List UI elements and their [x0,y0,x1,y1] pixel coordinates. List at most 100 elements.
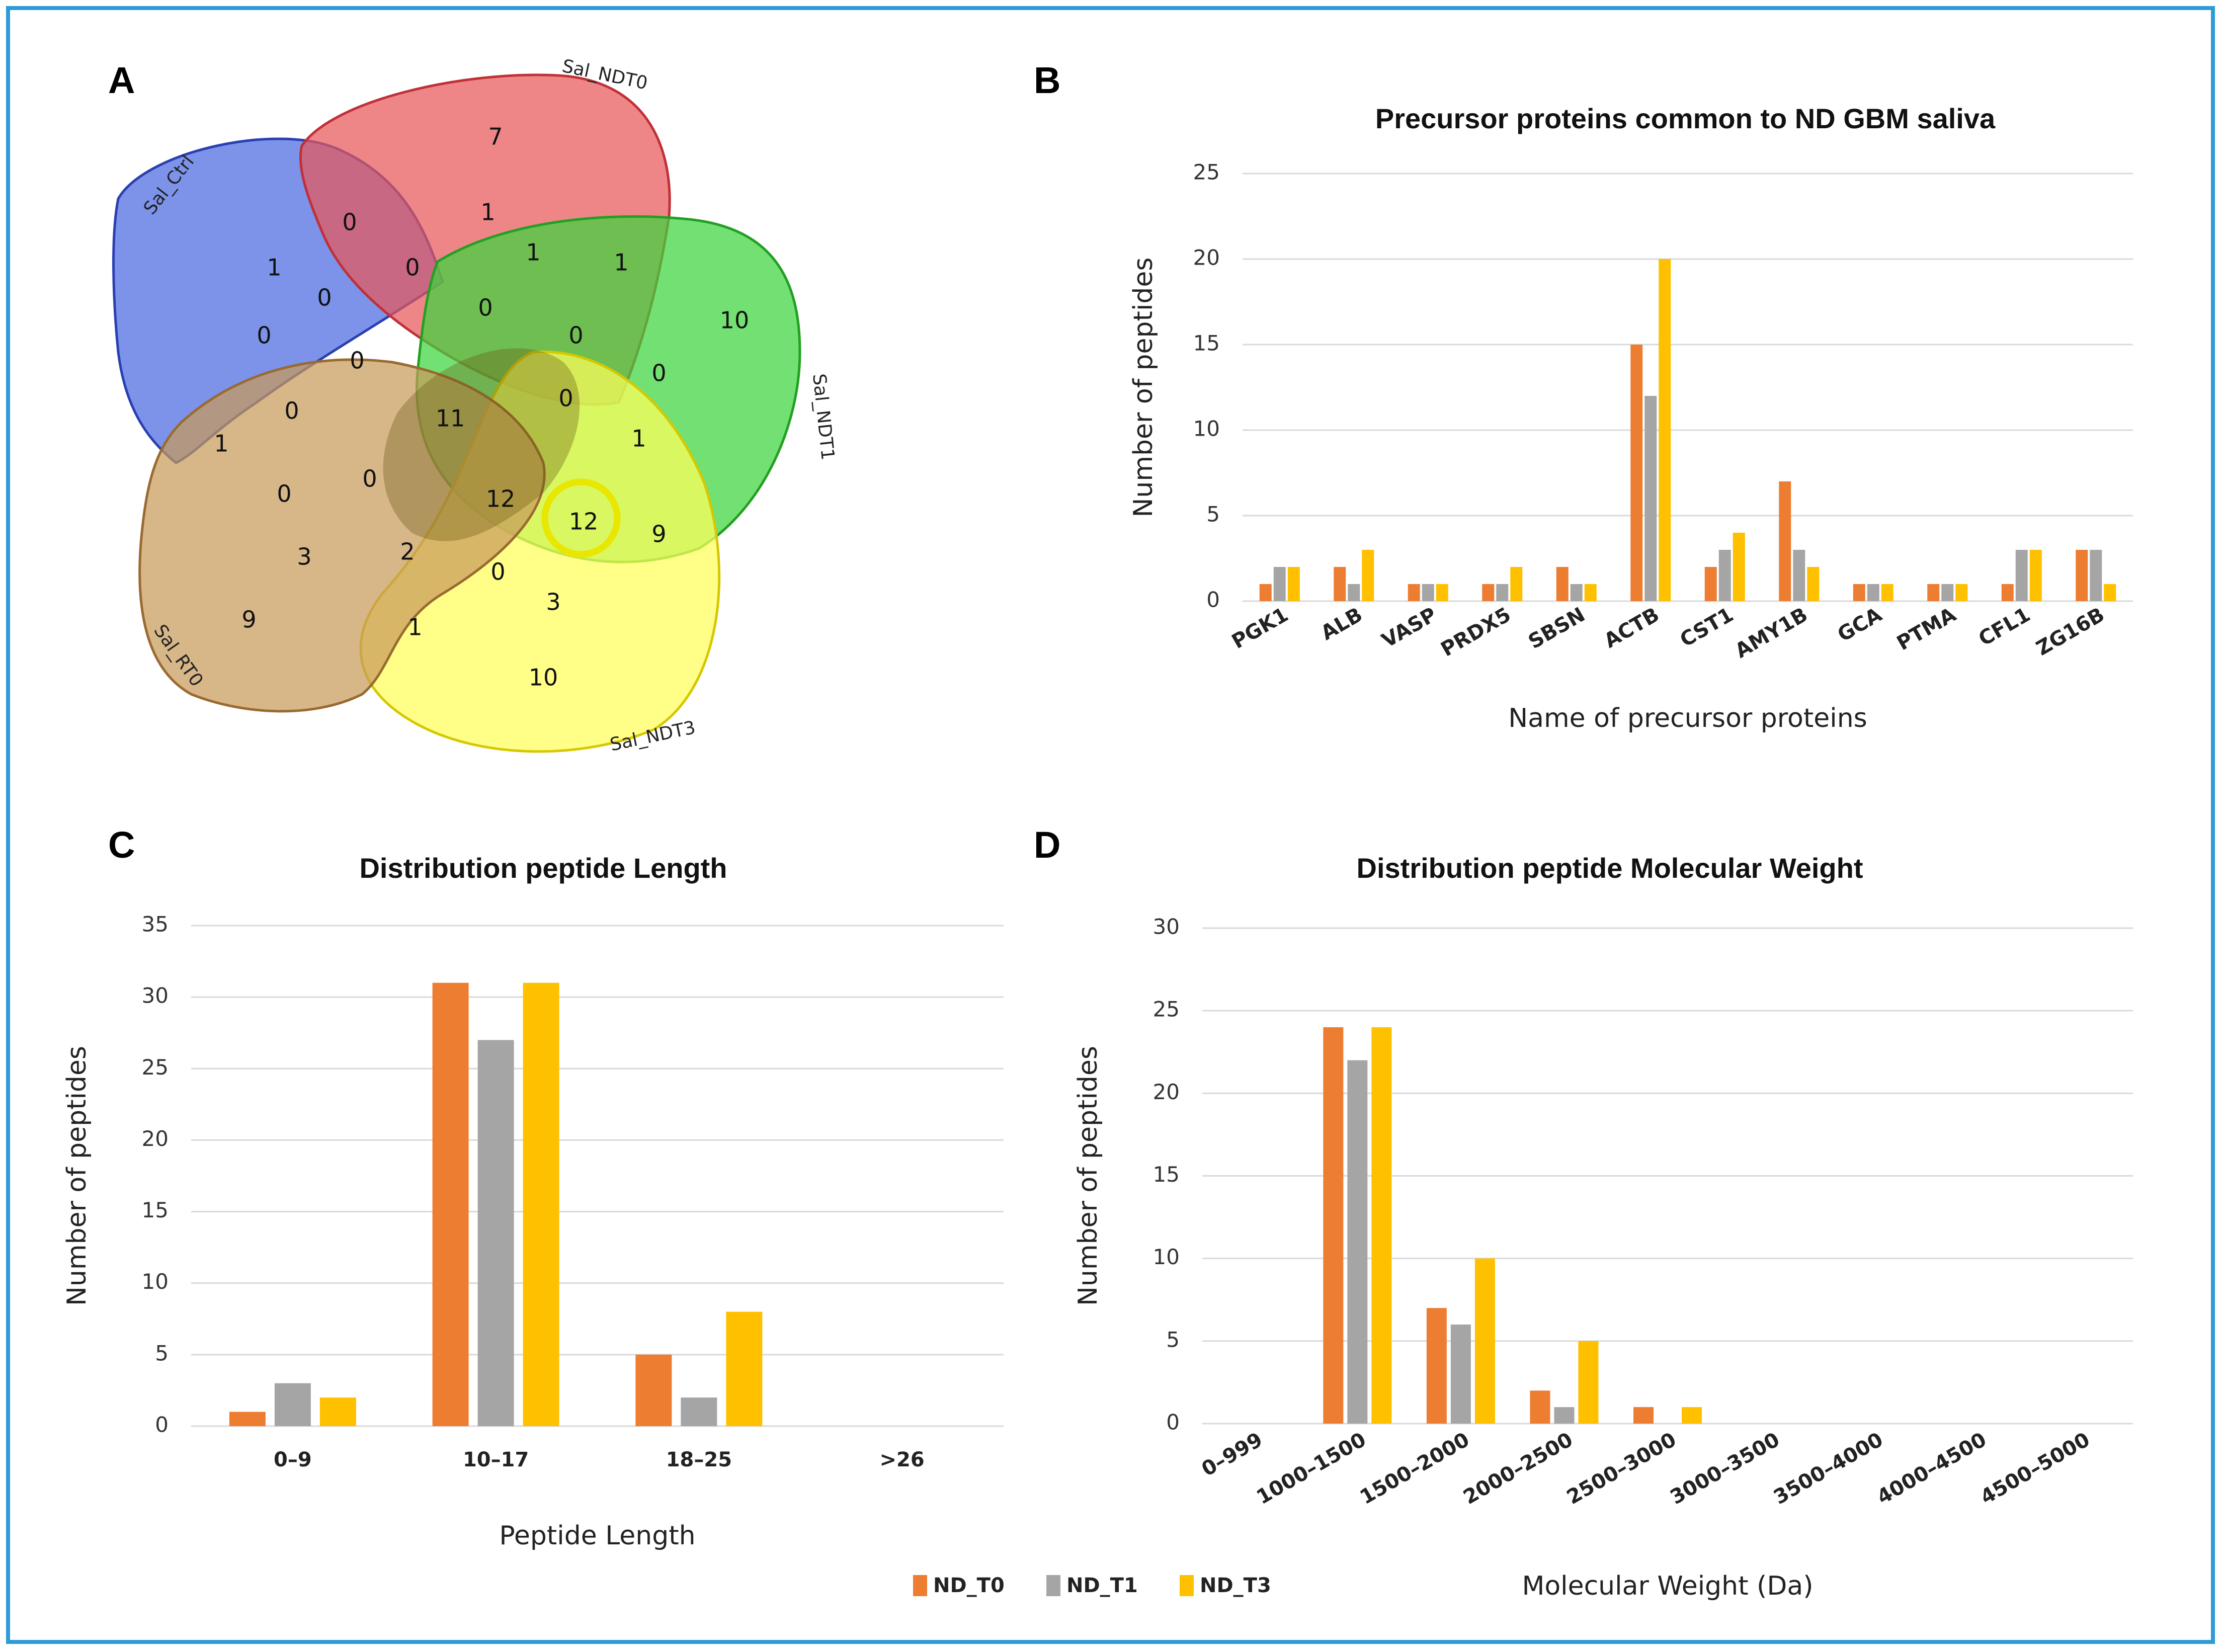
venn-region-count: 1 [480,199,495,226]
bar-nd-t1 [1793,550,1805,601]
y-tick-label: 15 [1153,1162,1180,1187]
chart-precursor-proteins: Precursor proteins common to ND GBM sali… [1128,103,2133,733]
y-tick-label: 20 [1153,1080,1180,1104]
y-tick-label: 10 [142,1269,169,1294]
y-tick-label: 20 [142,1126,169,1151]
venn-core-overlap [383,348,580,541]
chart-title: Precursor proteins common to ND GBM sali… [1375,103,1996,134]
venn-region-count: 9 [651,521,666,548]
y-tick-label: 5 [1206,502,1220,527]
bar-nd-t3 [1733,533,1745,601]
venn-region-count: 0 [350,347,364,374]
x-tick-label: GCA [1834,603,1886,646]
bar-nd-t0 [1482,584,1495,601]
bar-nd-t1 [1496,584,1509,601]
bar-nd-t0 [1556,567,1569,601]
venn-highlight-ring [541,478,621,558]
bar-nd-t1 [1273,567,1286,601]
legend-label-nd-t0: ND_T0 [933,1574,1005,1597]
venn-region-count: 0 [405,254,420,281]
bar-nd-t0 [1426,1308,1447,1424]
chart-title: Distribution peptide Molecular Weight [1357,852,1863,884]
x-tick-label: 10–17 [463,1448,529,1471]
venn-region-count: 10 [529,664,558,691]
x-tick-label: >26 [880,1448,925,1471]
bar-nd-t0 [1530,1390,1550,1424]
bar-nd-t3 [1955,584,1968,601]
venn-region-count: 0 [342,209,357,236]
legend-swatch-nd-t1 [1046,1575,1060,1596]
venn-region-count: 0 [317,284,332,311]
y-axis-label: Number of peptides [1073,1046,1103,1306]
bar-nd-t0 [1927,584,1940,601]
bar-nd-t3 [1510,567,1523,601]
venn-region-count: 11 [436,405,465,432]
bar-nd-t1 [1348,584,1360,601]
bar-nd-t0 [1259,584,1272,601]
x-tick-label: 4500–5000 [1977,1428,2094,1509]
x-tick-label: 0–9 [274,1448,312,1471]
venn-region-count: 12 [569,508,599,535]
venn-region-count: 0 [284,397,299,425]
venn-region-count: 1 [267,254,281,281]
bar-nd-t1 [1644,396,1657,601]
bar-nd-t1 [274,1383,311,1426]
bar-nd-t1 [1450,1325,1471,1424]
legend-swatch-nd-t0 [913,1575,927,1596]
bar-nd-t3 [2029,550,2042,601]
bar-nd-t1 [2090,550,2102,601]
legend-label-nd-t1: ND_T1 [1066,1574,1138,1597]
y-tick-label: 0 [155,1413,169,1437]
panel-letter-b: B [1034,59,1060,101]
x-tick-label: 2000–2500 [1459,1428,1577,1509]
bar-nd-t3 [319,1397,356,1426]
y-tick-label: 0 [1206,588,1220,612]
venn-region-count: 7 [488,123,503,150]
bar-nd-t3 [523,982,559,1426]
x-axis-label: Name of precursor proteins [1508,703,1867,733]
venn-shapes [112,73,801,753]
chart-title: Distribution peptide Length [359,852,727,884]
bar-nd-t3 [1362,550,1374,601]
panel-letter-a: A [108,59,135,101]
x-axis-label: Peptide Length [499,1521,695,1551]
panel-letter-d: D [1034,824,1060,866]
bar-nd-t0 [1633,1407,1654,1424]
x-axis-label: Molecular Weight (Da) [1522,1571,1813,1601]
venn-region-count: 0 [490,558,505,586]
venn-region-count: 1 [614,249,628,276]
venn-region-count: 0 [558,385,573,412]
x-tick-label: ACTB [1600,603,1663,653]
bar-nd-t0 [1323,1027,1344,1424]
y-tick-label: 25 [142,1055,169,1080]
x-tick-label: CFL1 [1974,603,2034,651]
bar-nd-t1 [1941,584,1954,601]
x-tick-label: PRDX5 [1437,603,1515,662]
bar-nd-t3 [1578,1341,1599,1424]
y-tick-label: 5 [1166,1327,1180,1352]
x-tick-label: PGK1 [1228,603,1292,653]
venn-set-label-sal-ndt1: Sal_NDT1 [808,373,838,461]
y-tick-label: 15 [1193,331,1220,356]
figure-frame [6,6,2215,1644]
bar-nd-t1 [1554,1407,1575,1424]
venn-region-count: 12 [486,485,516,513]
x-tick-label: ZG16B [2032,603,2108,660]
bar-nd-t0 [1630,345,1643,601]
venn-region-count: 3 [546,589,560,616]
y-tick-label: 35 [142,912,169,937]
bar-nd-t1 [1718,550,1731,601]
bar-nd-t1 [477,1040,514,1426]
bar-nd-t0 [635,1354,672,1426]
y-tick-label: 0 [1166,1410,1180,1435]
bar-nd-t0 [1779,481,1791,601]
chart-peptide-molecular-weight: Distribution peptide Molecular Weight 0 5 1… [1073,852,2133,1601]
venn-region-count: 0 [568,322,583,349]
bar-nd-t0 [229,1412,266,1426]
venn-set-shape-sal-rt0 [138,358,546,713]
y-tick-label: 30 [1153,915,1180,939]
y-axis-label: Number of peptides [62,1046,92,1306]
